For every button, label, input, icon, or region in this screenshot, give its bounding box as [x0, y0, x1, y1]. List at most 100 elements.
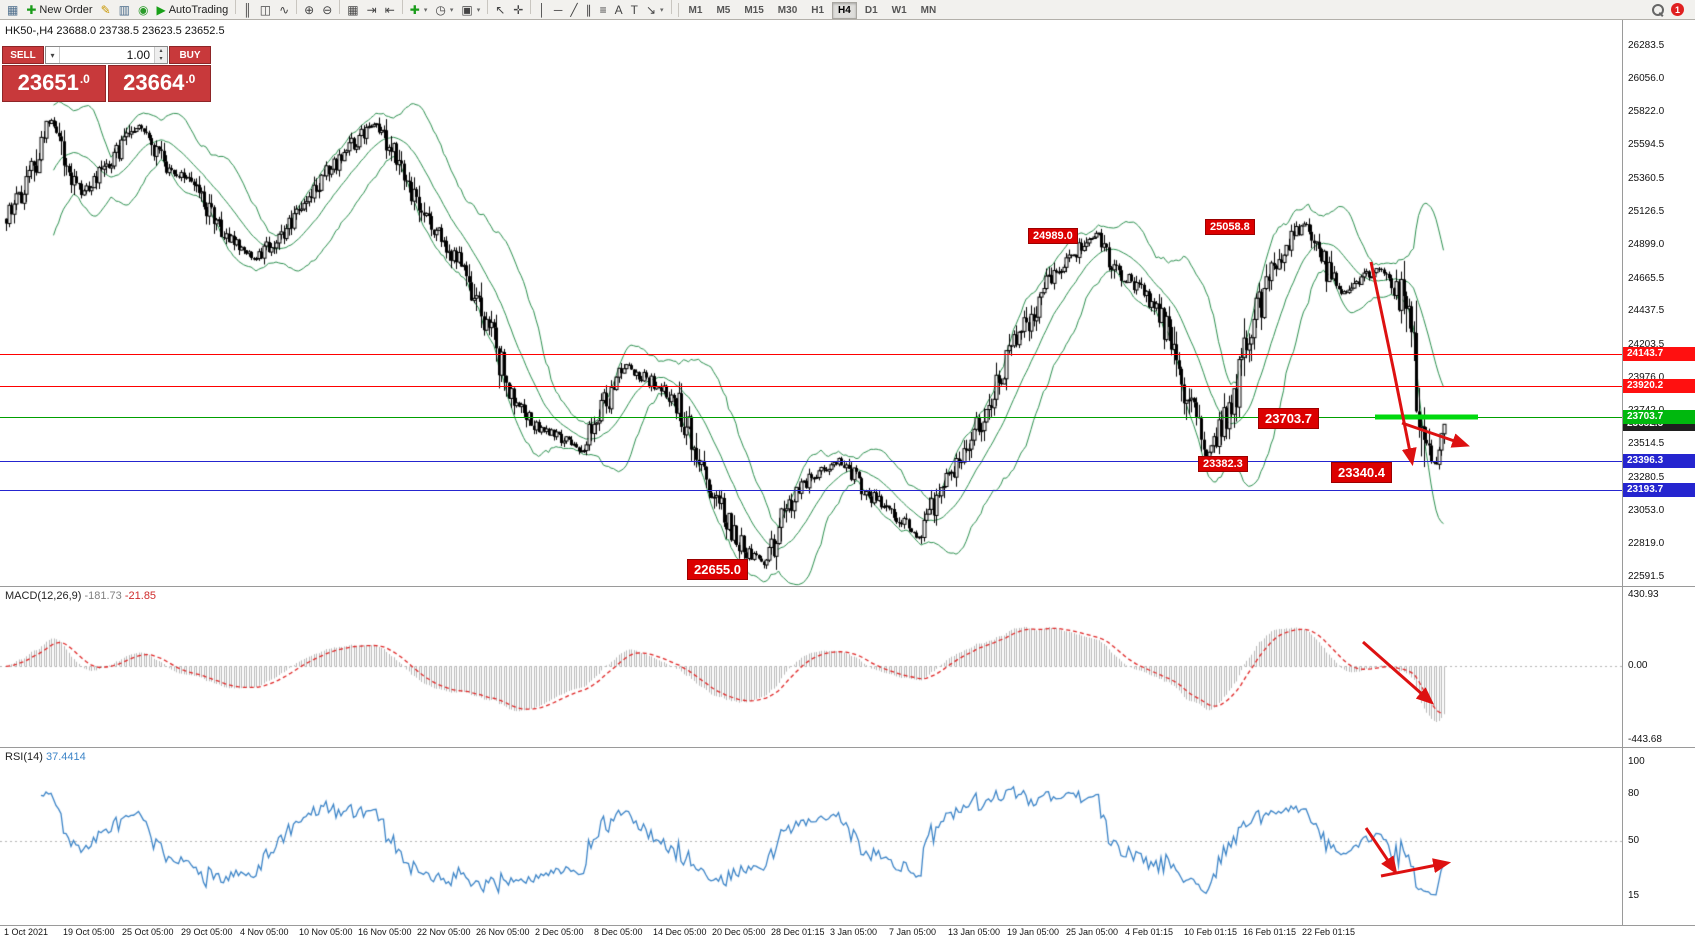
time-axis-label: 10 Feb 01:15 [1184, 927, 1238, 937]
new-chart-icon[interactable]: ▦ [3, 1, 22, 19]
horizontal-line-object[interactable] [0, 386, 1622, 387]
indicators-icon[interactable]: ✚ ▾ [406, 1, 432, 19]
toolbar-separator [235, 0, 237, 14]
cursor-icon[interactable]: ↖ [491, 1, 509, 19]
auto-scroll-icon[interactable]: ⇥ [363, 1, 381, 19]
price-callout[interactable]: 23703.7 [1258, 408, 1319, 429]
rsi-axis[interactable]: 100 80 50 15 [1622, 748, 1695, 926]
volume-up-button[interactable]: ▴ [155, 47, 167, 55]
tile-windows-icon[interactable]: ▦ [343, 1, 362, 19]
metaeditor-icon[interactable]: ✎ [97, 1, 115, 19]
buy-price-panel[interactable]: 23664 .0 [107, 65, 211, 102]
volume-stepper: ▴ ▾ [154, 47, 167, 63]
timeframe-m30-button[interactable]: M30 [777, 4, 798, 16]
candlestick-chart-icon: ◫ [259, 3, 272, 17]
toolbar-buttons: ▦ ✚ New Order ✎ ▥ ◉ ▶ AutoTrading ║ ◫ ∿ ⊕ ⊖ ▦ ⇥ ⇤ ✚ ▾ ◷ ▾ ▣ ▾… [3, 0, 675, 19]
rsi-axis-label: 80 [1628, 787, 1640, 799]
horizontal-line-object[interactable] [0, 461, 1622, 462]
horizontal-line-object[interactable] [0, 354, 1622, 355]
horizontal-line-object[interactable] [0, 417, 1622, 418]
macd-canvas[interactable] [0, 587, 1622, 747]
price-callout[interactable]: 23382.3 [1198, 456, 1248, 472]
zoom-out-icon[interactable]: ⊖ [318, 1, 336, 19]
arrows-icon: ↘ [645, 3, 657, 17]
price-axis-label: 25594.5 [1628, 139, 1665, 151]
price-axis-label: 26056.0 [1628, 72, 1665, 84]
candlestick-chart-icon[interactable]: ◫ [256, 1, 275, 19]
text-icon[interactable]: A [611, 1, 627, 19]
text-icon: A [614, 3, 623, 17]
time-axis-label: 10 Nov 05:00 [299, 927, 353, 937]
timeframe-d1-button[interactable]: D1 [864, 4, 878, 16]
price-callout[interactable]: 23340.4 [1331, 462, 1392, 483]
vertical-line-icon[interactable]: │ [534, 1, 550, 19]
toolbar-separator [530, 0, 532, 14]
timeframe-m5-button[interactable]: M5 [716, 4, 731, 16]
volume-dropdown-icon[interactable]: ▾ [46, 47, 60, 63]
autotrading-button[interactable]: ▶ AutoTrading [152, 1, 232, 19]
horizontal-line-icon[interactable]: ─ [550, 1, 567, 19]
horizontal-line-icon: ─ [553, 3, 563, 17]
crosshair-icon[interactable]: ✛ [509, 1, 527, 19]
zoom-in-icon: ⊕ [304, 3, 315, 17]
time-axis-label: 22 Feb 01:15 [1302, 927, 1356, 937]
bar-chart-icon: ║ [243, 3, 252, 17]
price-tag: 23396.3 [1623, 454, 1695, 469]
volume-down-button[interactable]: ▾ [155, 55, 167, 63]
templates-icon[interactable]: ▣ ▾ [457, 1, 484, 19]
new-order-icon: ✚ [26, 3, 37, 17]
volume-field[interactable]: ▾ 1.00 ▴ ▾ [45, 46, 168, 64]
rsi-pane: RSI(14) 37.4414 [0, 748, 1622, 926]
price-axis-label: 25822.0 [1628, 106, 1665, 118]
time-axis-label: 25 Oct 05:00 [122, 927, 174, 937]
timeframe-h4-button[interactable]: H4 [832, 1, 857, 19]
price-callout[interactable]: 22655.0 [687, 559, 748, 580]
one-click-top-row: SELL ▾ 1.00 ▴ ▾ BUY [2, 46, 211, 64]
data-window-icon[interactable]: ▥ [115, 1, 134, 19]
price-axis[interactable]: 26283.5 26056.0 25822.0 25594.5 25360.5 25126… [1622, 20, 1695, 587]
chart-shift-icon: ⇤ [384, 3, 395, 17]
autotrading-icon: ▶ [156, 3, 166, 17]
horizontal-line-object[interactable] [0, 490, 1622, 491]
timeframe-h1-button[interactable]: H1 [811, 4, 825, 16]
timeframe-w1-button[interactable]: W1 [891, 4, 907, 16]
new-order-button[interactable]: ✚ New Order [22, 1, 96, 19]
main-chart-canvas[interactable] [0, 20, 1622, 586]
periods-icon[interactable]: ◷ ▾ [431, 1, 457, 19]
macd-value-signal: -21.85 [124, 590, 157, 602]
channel-icon[interactable]: ∥ [582, 1, 596, 19]
chart-shift-icon[interactable]: ⇤ [381, 1, 399, 19]
arrows-icon[interactable]: ↘ ▾ [642, 1, 668, 19]
sell-button[interactable]: SELL [2, 46, 44, 64]
text-label-icon[interactable]: T [627, 1, 642, 19]
time-axis[interactable]: 1 Oct 2021 19 Oct 05:00 25 Oct 05:00 29 Oct… [0, 926, 1695, 938]
bar-chart-icon[interactable]: ║ [239, 1, 256, 19]
buy-button[interactable]: BUY [169, 46, 211, 64]
rsi-axis-label: 50 [1628, 835, 1640, 846]
time-axis-label: 4 Feb 01:15 [1125, 927, 1174, 937]
time-axis-label: 7 Jan 05:00 [889, 927, 937, 937]
trendline-icon[interactable]: ╱ [566, 1, 581, 19]
price-tag: 24143.7 [1623, 346, 1695, 361]
macd-axis[interactable]: 430.93 0.00 -443.68 [1622, 587, 1695, 748]
timeframe-m1-button[interactable]: M1 [688, 4, 703, 16]
macd-label: MACD(12,26,9) -181.73 -21.85 [5, 590, 156, 602]
timeframe-m15-button[interactable]: M15 [744, 4, 764, 16]
notification-badge[interactable]: 1 [1671, 3, 1684, 16]
zoom-in-icon[interactable]: ⊕ [300, 1, 318, 19]
search-icon[interactable] [1652, 3, 1664, 16]
sell-price-panel[interactable]: 23651 .0 [2, 65, 106, 102]
auto-scroll-icon: ⇥ [366, 3, 377, 17]
volume-value[interactable]: 1.00 [126, 48, 150, 62]
time-axis-label: 2 Dec 05:00 [535, 927, 584, 937]
price-callout[interactable]: 25058.8 [1205, 219, 1255, 235]
crosshair-icon: ✛ [513, 3, 524, 17]
line-chart-icon[interactable]: ∿ [275, 1, 293, 19]
fibonacci-icon[interactable]: ≡ [596, 1, 611, 19]
timeframe-mn-button[interactable]: MN [920, 4, 937, 16]
price-callout[interactable]: 24989.0 [1028, 228, 1078, 244]
toolbar-separator [296, 0, 298, 14]
mql5-community-icon[interactable]: ◉ [134, 1, 152, 19]
price-axis-label: 24899.0 [1628, 239, 1665, 251]
rsi-canvas[interactable] [0, 748, 1622, 925]
